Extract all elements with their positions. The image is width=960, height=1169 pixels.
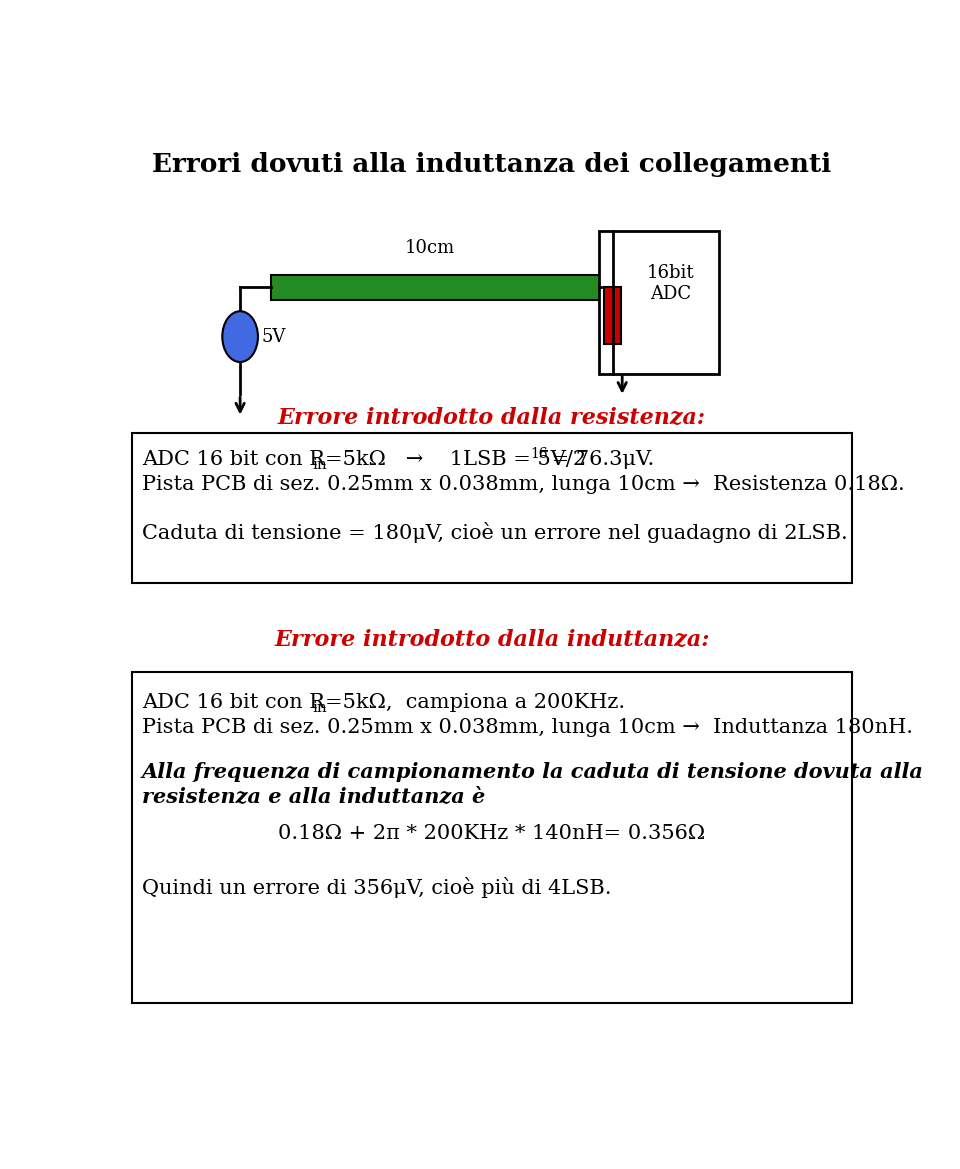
- Text: 10cm: 10cm: [405, 240, 455, 257]
- Bar: [604, 286, 621, 345]
- Text: Quindi un errore di 356μV, cioè più di 4LSB.: Quindi un errore di 356μV, cioè più di 4…: [142, 877, 612, 898]
- Text: 0.18Ω + 2π * 200KHz * 140nH= 0.356Ω: 0.18Ω + 2π * 200KHz * 140nH= 0.356Ω: [278, 824, 706, 843]
- Text: ADC 16 bit con R: ADC 16 bit con R: [142, 450, 324, 469]
- Text: =5kΩ   →    1LSB = 5V/2: =5kΩ → 1LSB = 5V/2: [324, 450, 586, 469]
- Text: 5V: 5V: [262, 327, 286, 346]
- Ellipse shape: [223, 311, 258, 362]
- Text: 16: 16: [531, 447, 548, 461]
- Text: Pista PCB di sez. 0.25mm x 0.038mm, lunga 10cm →  Induttanza 180nH.: Pista PCB di sez. 0.25mm x 0.038mm, lung…: [142, 718, 913, 736]
- Text: ADC 16 bit con R: ADC 16 bit con R: [142, 693, 324, 712]
- Text: resistenza e alla induttanza è: resistenza e alla induttanza è: [142, 787, 485, 807]
- Bar: [132, 433, 852, 583]
- Bar: [271, 275, 601, 299]
- Text: in: in: [312, 700, 327, 714]
- Text: Alla frequenza di campionamento la caduta di tensione dovuta alla: Alla frequenza di campionamento la cadut…: [142, 762, 924, 782]
- Text: Errore introdotto dalla resistenza:: Errore introdotto dalla resistenza:: [278, 407, 706, 429]
- Text: Errore introdotto dalla induttanza:: Errore introdotto dalla induttanza:: [275, 628, 709, 650]
- Text: Caduta di tensione = 180μV, cioè un errore nel guadagno di 2LSB.: Caduta di tensione = 180μV, cioè un erro…: [142, 523, 848, 544]
- Bar: [599, 231, 719, 374]
- Text: =5kΩ,  campiona a 200KHz.: =5kΩ, campiona a 200KHz.: [324, 693, 625, 712]
- Text: 16bit: 16bit: [647, 264, 695, 283]
- Text: in: in: [312, 458, 327, 472]
- Text: Errori dovuti alla induttanza dei collegamenti: Errori dovuti alla induttanza dei colleg…: [153, 152, 831, 178]
- Text: ADC: ADC: [651, 285, 691, 303]
- Text: = 76.3μV.: = 76.3μV.: [544, 450, 654, 469]
- Bar: [132, 671, 852, 1003]
- Text: Pista PCB di sez. 0.25mm x 0.038mm, lunga 10cm →  Resistenza 0.18Ω.: Pista PCB di sez. 0.25mm x 0.038mm, lung…: [142, 475, 904, 494]
